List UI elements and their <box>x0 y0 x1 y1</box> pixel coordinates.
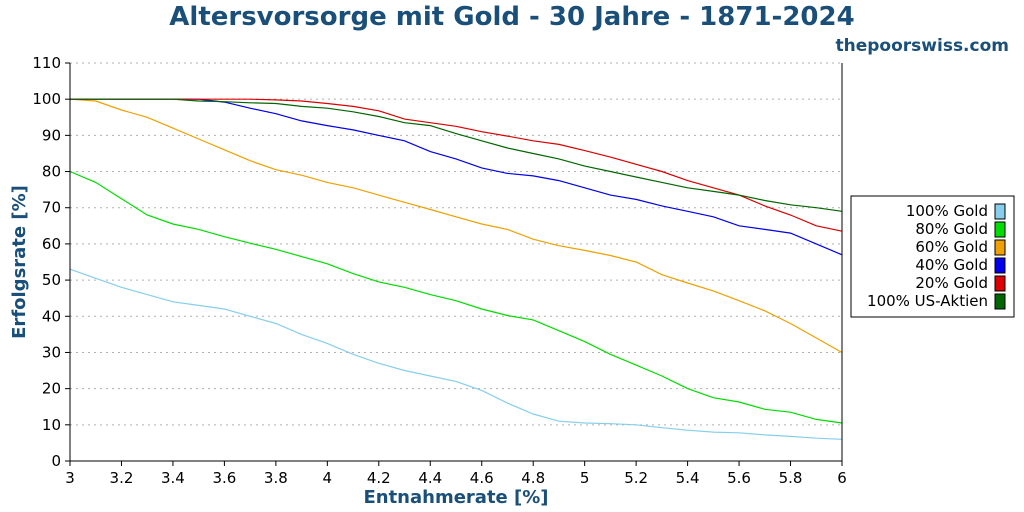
y-tick-label: 90 <box>42 126 61 144</box>
legend-swatch <box>994 239 1006 256</box>
x-axis-label: Entnahmerate [%] <box>363 487 548 508</box>
y-tick-label: 70 <box>42 199 61 217</box>
legend-label: 100% US-Aktien <box>867 292 988 310</box>
series-line-1 <box>69 268 843 440</box>
chart-title: Altersvorsorge mit Gold - 30 Jahre - 187… <box>169 2 854 32</box>
legend-swatch <box>994 293 1006 310</box>
legend-label: 40% Gold <box>915 256 988 274</box>
x-tick-label: 5.2 <box>624 469 648 487</box>
legend-label: 20% Gold <box>915 274 988 292</box>
x-tick-label: 3.8 <box>264 469 288 487</box>
x-tick-label: 4.2 <box>367 469 391 487</box>
x-tick-label: 4.4 <box>418 469 442 487</box>
y-tick-label: 30 <box>42 343 61 361</box>
x-axis-ticks: 3 3.2 3.4 3.6 3.8 4 4.2 4.4 4.6 4.8 5 5.2 5.4 5.6 5.8 6 <box>65 461 847 487</box>
x-tick-label: 4.6 <box>470 469 494 487</box>
x-tick-label: 5 <box>580 469 590 487</box>
x-tick-label: 3.6 <box>212 469 236 487</box>
series-line-4 <box>70 98 843 256</box>
x-tick-label: 5.4 <box>676 469 700 487</box>
legend-swatch <box>994 203 1006 220</box>
y-tick-label: 60 <box>42 235 61 253</box>
x-tick-label: 4 <box>323 469 333 487</box>
y-tick-label: 80 <box>42 163 61 181</box>
x-tick-label: 6 <box>837 469 847 487</box>
x-tick-label: 3.2 <box>110 469 134 487</box>
x-tick-label: 5.8 <box>779 469 803 487</box>
grid-lines <box>70 62 842 426</box>
y-tick-label: 10 <box>42 416 61 434</box>
y-tick-label: 0 <box>51 452 61 470</box>
y-tick-label: 40 <box>42 307 61 325</box>
y-tick-label: 20 <box>42 380 61 398</box>
y-axis-label: Erfolgsrate [%] <box>9 185 30 339</box>
y-tick-label: 50 <box>42 271 61 289</box>
source-label: thepoorswiss.com <box>836 36 1010 56</box>
legend-label: 80% Gold <box>915 220 988 238</box>
legend-label: 60% Gold <box>915 238 988 256</box>
x-tick-label: 4.8 <box>521 469 545 487</box>
legend-label: 100% Gold <box>906 202 988 220</box>
series-line-6 <box>70 98 843 212</box>
y-tick-label: 110 <box>32 54 61 72</box>
legend-swatch <box>994 257 1006 274</box>
x-tick-label: 5.6 <box>727 469 751 487</box>
y-axis-ticks: 0 10 20 30 40 50 60 70 80 90 100 110 <box>32 54 70 470</box>
legend-box <box>850 195 1015 318</box>
legend-swatch <box>994 275 1006 292</box>
x-tick-label: 3 <box>65 469 75 487</box>
legend-swatch <box>994 221 1006 238</box>
series-lines <box>69 98 843 440</box>
series-line-2 <box>69 170 843 424</box>
series-line-3 <box>69 98 843 354</box>
y-tick-label: 100 <box>32 90 61 108</box>
x-tick-label: 3.4 <box>161 469 185 487</box>
series-line-5 <box>70 98 843 232</box>
